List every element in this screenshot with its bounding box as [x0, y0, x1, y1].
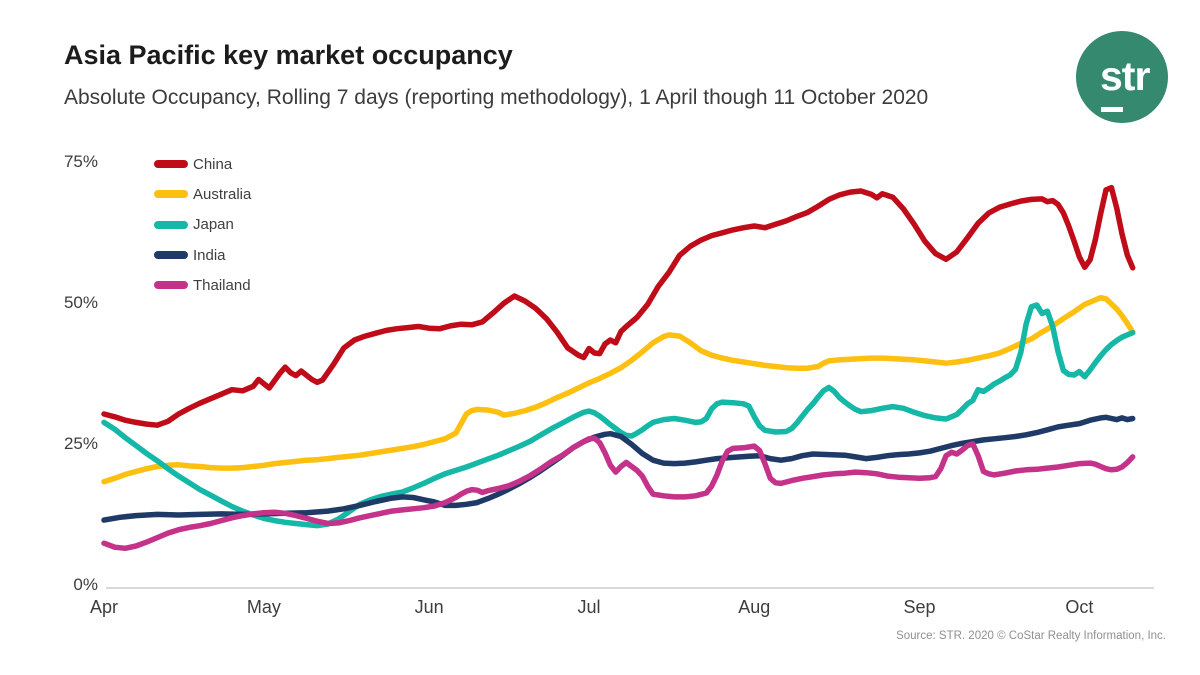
- legend-label: China: [193, 155, 233, 173]
- legend-label: Thailand: [193, 276, 251, 294]
- chart-legend: China Australia Japan India Thailand: [154, 149, 251, 300]
- x-tick-may: May: [246, 597, 281, 617]
- str-logo-text: str: [1100, 53, 1150, 99]
- x-tick-oct: Oct: [1065, 597, 1094, 617]
- x-tick-sep: Sep: [903, 597, 936, 617]
- legend-item-india: India: [154, 240, 251, 270]
- str-logo-underline-icon: [1101, 107, 1123, 112]
- line-india: [101, 414, 1136, 523]
- page-subtitle: Absolute Occupancy, Rolling 7 days (repo…: [64, 86, 929, 109]
- legend-item-australia: Australia: [154, 179, 251, 209]
- legend-swatch-icon: [154, 251, 188, 260]
- source-note: Source: STR. 2020 © CoStar Realty Inform…: [896, 630, 1166, 642]
- legend-item-thailand: Thailand: [154, 270, 251, 300]
- y-tick-75: 75%: [63, 151, 98, 171]
- legend-swatch-icon: [154, 281, 188, 290]
- legend-swatch-icon: [154, 160, 188, 169]
- line-thailand: [101, 435, 1136, 552]
- legend-item-japan: Japan: [154, 210, 251, 240]
- legend-swatch-icon: [154, 220, 188, 229]
- x-tick-aug: Aug: [738, 597, 771, 617]
- line-china: [101, 184, 1136, 428]
- y-tick-25: 25%: [63, 433, 98, 453]
- line-australia: [101, 294, 1136, 485]
- legend-label: Japan: [193, 216, 234, 234]
- x-tick-apr: Apr: [89, 597, 118, 617]
- y-tick-50: 50%: [63, 292, 98, 312]
- legend-item-china: China: [154, 149, 251, 179]
- x-tick-jul: Jul: [577, 597, 601, 617]
- legend-label: India: [193, 246, 226, 264]
- line-japan: [101, 302, 1136, 529]
- page-title: Asia Pacific key market occupancy: [64, 40, 513, 70]
- legend-swatch-icon: [154, 190, 188, 199]
- str-logo: str: [1076, 31, 1168, 123]
- x-tick-jun: Jun: [414, 597, 444, 617]
- legend-label: Australia: [193, 185, 252, 203]
- y-tick-0: 0%: [73, 575, 98, 594]
